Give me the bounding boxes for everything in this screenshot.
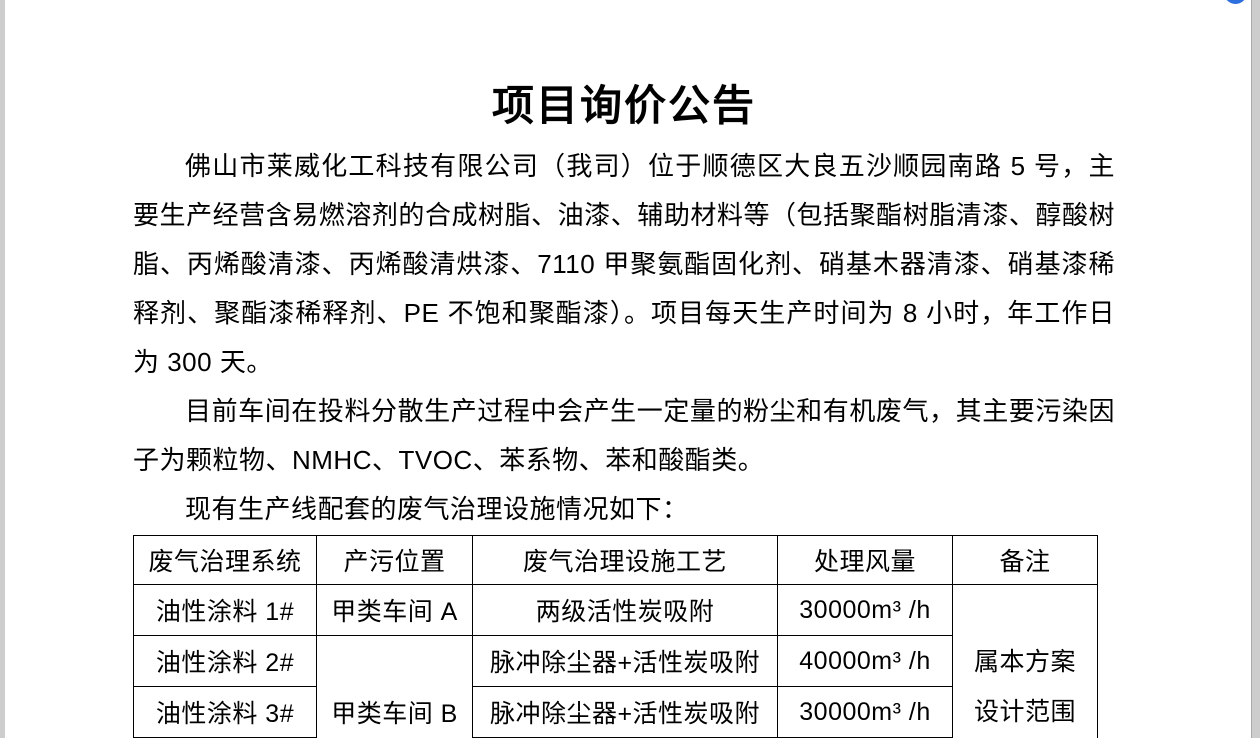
remark-line-2: 设计范围 xyxy=(973,697,1076,726)
cell-airflow: 30000m³ /h xyxy=(777,584,953,636)
paragraph-table-lead-in: 现有生产线配套的废气治理设施情况如下： xyxy=(185,494,689,524)
header-remark: 备注 xyxy=(952,535,1098,585)
cell-remark-merged: 属本方案 设计范围 xyxy=(952,584,1098,738)
table-header-row: 废气治理系统 产污位置 废气治理设施工艺 处理风量 备注 xyxy=(133,535,1098,585)
cell-location-merged: 甲类车间 B xyxy=(316,635,473,738)
cell-airflow: 40000m³ /h xyxy=(777,635,953,687)
header-airflow: 处理风量 xyxy=(777,535,953,585)
cell-process: 脉冲除尘器+活性炭吸附 xyxy=(472,686,778,738)
waste-gas-treatment-table: 废气治理系统 产污位置 废气治理设施工艺 处理风量 备注 油性涂料 1# 甲类车… xyxy=(133,535,1098,738)
table-row: 油性涂料 3# 脉冲除尘器+活性炭吸附 30000m³ /h xyxy=(133,686,1098,738)
header-process: 废气治理设施工艺 xyxy=(472,535,778,585)
blue-dot-indicator-icon[interactable] xyxy=(1224,0,1247,4)
table-row: 油性涂料 2# 甲类车间 B 脉冲除尘器+活性炭吸附 40000m³ /h xyxy=(133,635,1098,738)
cell-process: 两级活性炭吸附 xyxy=(472,584,778,636)
cell-system: 油性涂料 2# xyxy=(133,635,317,687)
header-location: 产污位置 xyxy=(316,535,473,585)
page-edge-right xyxy=(1251,0,1260,738)
header-system: 废气治理系统 xyxy=(133,535,317,585)
remark-line-1: 属本方案 xyxy=(973,647,1076,676)
cell-airflow: 30000m³ /h xyxy=(777,686,953,738)
paragraph-company-intro: 佛山市莱威化工科技有限公司（我司）位于顺德区大良五沙顺园南路 5 号，主要生产经… xyxy=(133,151,1115,377)
cell-process: 脉冲除尘器+活性炭吸附 xyxy=(472,635,778,687)
page-edge-left xyxy=(0,0,5,738)
cell-location: 甲类车间 A xyxy=(316,584,473,636)
page-title: 项目询价公告 xyxy=(491,82,756,129)
cell-system: 油性涂料 1# xyxy=(133,584,317,636)
paragraph-pollution-factors: 目前车间在投料分散生产过程中会产生一定量的粉尘和有机废气，其主要污染因子为颗粒物… xyxy=(133,396,1115,475)
cell-system: 油性涂料 3# xyxy=(133,686,317,738)
table-row: 油性涂料 1# 甲类车间 A 两级活性炭吸附 30000m³ /h 属本方案 设… xyxy=(133,584,1098,738)
